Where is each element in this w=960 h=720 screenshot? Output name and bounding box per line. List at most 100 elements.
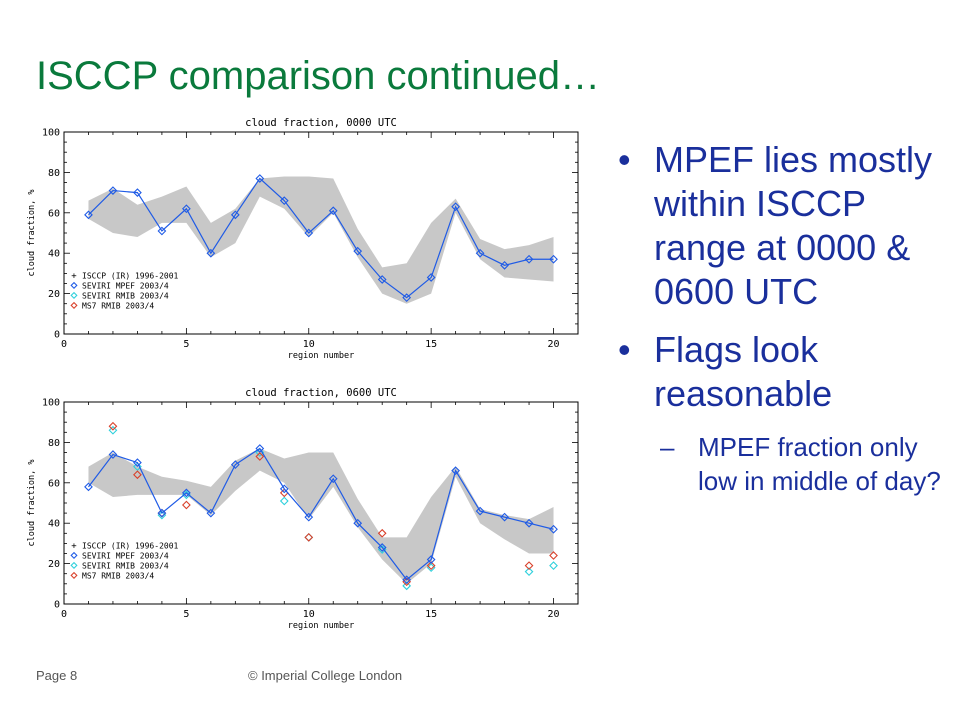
ms7-rmib-point bbox=[377, 528, 387, 538]
sub-bullet-text: MPEF fraction only low in middle of day? bbox=[698, 432, 941, 496]
mpef-point bbox=[377, 543, 387, 552]
legend-marker-diamond bbox=[70, 551, 78, 559]
mpef-point bbox=[353, 518, 363, 528]
mpef-point bbox=[206, 248, 216, 258]
legend-marker-diamond bbox=[70, 281, 78, 289]
mpef-point bbox=[182, 488, 191, 498]
legend-entry: SEVIRI MPEF 2003/4 bbox=[82, 551, 169, 560]
sub-bullet-item: – MPEF fraction only low in middle of da… bbox=[618, 430, 948, 498]
mpef-point bbox=[279, 196, 289, 206]
footer-page-number: Page 8 bbox=[36, 668, 78, 683]
y-tick-label: 40 bbox=[48, 249, 60, 260]
mpef-point bbox=[500, 260, 509, 270]
legend-entry: MS7 RMIB 2003/4 bbox=[82, 571, 154, 580]
legend-marker-plus: + bbox=[71, 541, 77, 551]
mpef-point bbox=[451, 466, 460, 476]
mpef-point bbox=[279, 484, 289, 494]
mpef-point bbox=[549, 254, 558, 264]
mpef-point bbox=[328, 474, 338, 484]
y-axis-label: cloud fraction, % bbox=[27, 190, 37, 277]
mpef-point bbox=[377, 275, 387, 284]
mpef-point bbox=[402, 575, 412, 585]
mpef-point bbox=[230, 210, 240, 220]
y-tick-label: 60 bbox=[48, 208, 60, 219]
chart-0000-utc: cloud fraction, 0000 UTC 0 5 10 15 20 0 20 40 60 8… bbox=[0, 116, 600, 386]
mpef-point bbox=[133, 188, 142, 197]
mpef-point bbox=[475, 248, 485, 258]
y-tick-label: 20 bbox=[48, 559, 60, 570]
y-tick-label: 0 bbox=[54, 600, 60, 611]
seviri-rmib-point bbox=[133, 462, 142, 472]
ms7-rmib-point bbox=[255, 452, 265, 461]
ms7-rmib-point bbox=[426, 561, 436, 570]
ms7-rmib-point bbox=[549, 551, 558, 560]
y-tick-label: 100 bbox=[42, 398, 60, 409]
x-tick-label: 15 bbox=[425, 609, 437, 620]
legend-entry: SEVIRI RMIB 2003/4 bbox=[82, 561, 169, 570]
chart-0600-utc: cloud fraction, 0600 UTC 0 5 10 15 20 0 20 40 60 8… bbox=[0, 386, 600, 656]
x-tick-label: 5 bbox=[183, 339, 189, 350]
mpef-point bbox=[402, 293, 412, 303]
x-tick-label: 0 bbox=[61, 339, 67, 350]
x-tick-label: 20 bbox=[548, 609, 560, 620]
seviri-rmib-point bbox=[524, 567, 534, 577]
bullet-text: Flags look reasonable bbox=[654, 329, 833, 414]
isccp-range-band bbox=[88, 448, 554, 584]
mpef-series-line bbox=[87, 447, 554, 581]
mpef-point bbox=[108, 450, 118, 459]
x-tick-label: 10 bbox=[303, 609, 315, 620]
seviri-rmib-point bbox=[304, 532, 314, 542]
bullet-glyph: • bbox=[618, 329, 631, 370]
mpef-point bbox=[206, 508, 216, 518]
seviri-rmib-point bbox=[549, 561, 558, 570]
legend-entry: ISCCP (IR) 1996-2001 bbox=[82, 271, 179, 280]
x-tick-label: 15 bbox=[425, 339, 437, 350]
bullet-item: • Flags look reasonable bbox=[618, 328, 948, 416]
mpef-point bbox=[426, 555, 436, 564]
legend-entry: MS7 RMIB 2003/4 bbox=[82, 301, 154, 310]
x-axis-label: region number bbox=[288, 621, 355, 631]
mpef-point bbox=[304, 228, 314, 238]
y-tick-label: 20 bbox=[48, 289, 60, 300]
mpef-point bbox=[524, 518, 534, 528]
isccp-range-band bbox=[88, 176, 554, 304]
mpef-point bbox=[157, 508, 167, 518]
legend-marker-diamond bbox=[70, 291, 78, 299]
x-tick-label: 0 bbox=[61, 609, 67, 620]
mpef-point bbox=[500, 512, 509, 522]
bullet-glyph: • bbox=[618, 139, 631, 180]
legend-marker-plus: + bbox=[71, 271, 77, 281]
chart-title: cloud fraction, 0000 UTC bbox=[245, 117, 397, 129]
x-tick-label: 20 bbox=[548, 339, 560, 350]
mpef-point bbox=[549, 524, 558, 534]
mpef-point bbox=[157, 226, 167, 236]
mpef-point bbox=[524, 254, 534, 264]
legend-marker-diamond bbox=[70, 571, 78, 579]
x-tick-label: 10 bbox=[303, 339, 315, 350]
ms7-rmib-point bbox=[108, 421, 118, 431]
slide-title: ISCCP comparison continued… bbox=[36, 54, 600, 98]
sub-bullet-glyph: – bbox=[660, 432, 675, 462]
mpef-point bbox=[230, 460, 240, 469]
y-tick-label: 40 bbox=[48, 519, 60, 530]
y-tick-label: 100 bbox=[42, 128, 60, 139]
y-axis-label: cloud fraction, % bbox=[27, 460, 37, 547]
y-tick-label: 80 bbox=[48, 168, 60, 179]
footer-copyright: © Imperial College London bbox=[248, 668, 403, 683]
mpef-point bbox=[133, 458, 142, 467]
mpef-point bbox=[353, 246, 363, 256]
bullet-list: • MPEF lies mostly within ISCCP range at… bbox=[618, 138, 948, 498]
chart-0000-utc-svg: cloud fraction, 0000 UTC 0 5 10 15 20 0 20 40 60 8… bbox=[27, 117, 579, 361]
mpef-point bbox=[255, 444, 265, 453]
legend-entry: ISCCP (IR) 1996-2001 bbox=[82, 541, 179, 550]
mpef-point bbox=[108, 186, 118, 195]
x-axis-label: region number bbox=[288, 351, 355, 361]
mpef-point bbox=[475, 506, 485, 516]
bullet-text: MPEF lies mostly within ISCCP range at 0… bbox=[654, 139, 933, 312]
mpef-point bbox=[182, 204, 191, 214]
y-tick-label: 60 bbox=[48, 478, 60, 489]
mpef-point bbox=[84, 210, 93, 220]
legend-marker-diamond bbox=[70, 301, 78, 309]
bullet-item: • MPEF lies mostly within ISCCP range at… bbox=[618, 138, 948, 314]
mpef-point bbox=[328, 206, 338, 216]
